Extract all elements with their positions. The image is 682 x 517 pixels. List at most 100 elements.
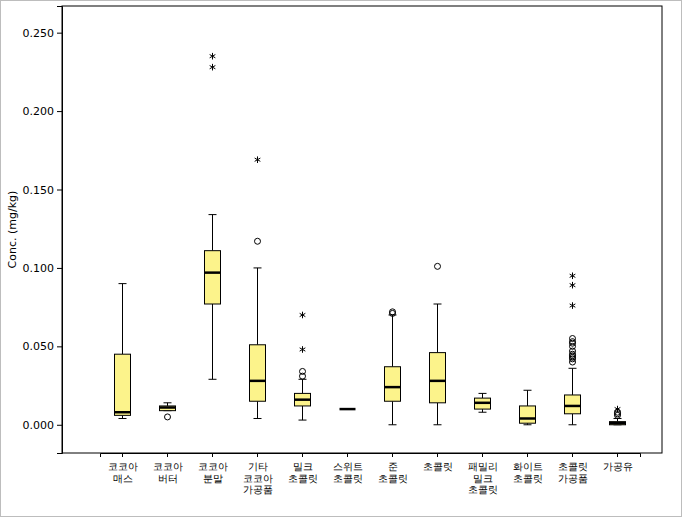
extreme-outlier (255, 156, 261, 163)
y-tick-mark (57, 268, 62, 269)
x-tick: 가공유 (603, 453, 633, 472)
lower-cap (524, 424, 532, 425)
y-tick-label: 0.100 (23, 262, 55, 275)
y-tick-label: 0.200 (23, 105, 55, 118)
upper-cap (119, 283, 127, 284)
x-tick: 코코아분말 (198, 453, 228, 484)
box (565, 395, 581, 414)
x-tick: 패밀리밀크초콜릿 (468, 453, 498, 495)
median (115, 411, 131, 414)
x-tick-label: 코코아버터 (153, 461, 183, 484)
y-tick-mark (57, 346, 62, 347)
box-group (115, 284, 131, 419)
lower-whisker (392, 401, 393, 425)
y-tick-mark (57, 425, 62, 426)
outlier (435, 263, 441, 269)
box-group (295, 312, 311, 420)
upper-whisker (527, 390, 528, 406)
box (340, 409, 356, 410)
median (610, 422, 626, 425)
median (385, 386, 401, 389)
x-tick: 기타코코아가공품 (243, 453, 273, 495)
outlier (390, 309, 396, 315)
y-tick-label: 0.000 (23, 419, 55, 432)
lower-cap (299, 420, 307, 421)
extreme-outlier (615, 406, 621, 413)
x-tick-mark (257, 453, 258, 457)
box (205, 251, 221, 304)
upper-whisker (257, 268, 258, 345)
x-tick: 밀크초콜릿 (288, 453, 318, 484)
x-tick-mark (527, 453, 528, 457)
box (385, 367, 401, 402)
outlier (255, 238, 261, 244)
y-axis-title: Conc. (mg/kg) (6, 191, 19, 269)
x-tick-mark (347, 453, 348, 457)
median (430, 380, 446, 383)
median (205, 271, 221, 274)
y-tick: 0.250 (23, 27, 63, 40)
y-tick-mark (57, 190, 62, 191)
box (520, 406, 536, 423)
lower-whisker (302, 406, 303, 420)
box (250, 345, 266, 401)
median (340, 408, 356, 411)
box-group (475, 393, 491, 412)
x-tick: 준초콜릿 (378, 453, 408, 484)
extreme-outlier (210, 64, 216, 71)
box (295, 393, 311, 406)
box-group (430, 263, 446, 424)
y-axis: 0.000 0.050 0.100 0.150 0.200 0.250 (23, 7, 63, 454)
lower-whisker (437, 403, 438, 425)
y-tick-label: 0.050 (23, 340, 55, 353)
x-tick-mark (392, 453, 393, 457)
extreme-outlier (210, 53, 216, 60)
box-group (520, 390, 536, 425)
upper-whisker (212, 215, 213, 251)
x-tick: 코코아버터 (153, 453, 183, 484)
y-tick: 0.100 (23, 262, 63, 275)
x-tick-label: 기타코코아가공품 (243, 461, 273, 495)
lower-cap (479, 412, 487, 413)
lower-cap (209, 379, 217, 380)
box (430, 353, 446, 403)
plot-frame (62, 6, 662, 453)
x-tick-mark (212, 453, 213, 457)
chart: 0.000 0.050 0.100 0.150 0.200 0.250 Conc. (mg/… (0, 0, 682, 517)
x-tick-label: 가공유 (603, 461, 633, 472)
lower-cap (389, 424, 397, 425)
x-tick-label: 코코아매스 (108, 461, 138, 484)
extreme-outlier (300, 346, 306, 353)
x-tick-label: 밀크초콜릿 (288, 461, 318, 484)
box-group (610, 406, 626, 425)
box-group (250, 156, 266, 418)
upper-whisker (572, 368, 573, 395)
upper-cap (164, 402, 172, 403)
x-tick: 화이트초콜릿 (513, 453, 543, 484)
y-tick-label: 0.150 (23, 184, 55, 197)
extreme-outlier (570, 282, 576, 289)
x-tick-mark (302, 453, 303, 457)
lower-cap (254, 418, 262, 419)
upper-cap (524, 390, 532, 391)
x-tick-mark (572, 453, 573, 457)
outlier (570, 336, 576, 342)
lower-cap (569, 424, 577, 425)
x-tick-mark (437, 453, 438, 457)
extreme-outlier (570, 302, 576, 309)
box-group (565, 272, 581, 424)
x-tick-label: 화이트초콜릿 (513, 461, 543, 484)
lower-whisker (572, 414, 573, 425)
box (160, 406, 176, 411)
x-tick-label: 초콜릿가공품 (558, 461, 588, 484)
x-tick: 스위트초콜릿 (333, 453, 363, 484)
upper-whisker (302, 379, 303, 393)
y-tick: 0.150 (23, 184, 63, 197)
upper-cap (479, 393, 487, 394)
x-tick-label: 패밀리밀크초콜릿 (468, 461, 498, 495)
y-tick-mark (57, 111, 62, 112)
x-tick: 코코아매스 (108, 453, 138, 484)
extreme-outlier (300, 312, 306, 319)
y-tick-label: 0.250 (23, 27, 55, 40)
outlier (165, 414, 171, 420)
